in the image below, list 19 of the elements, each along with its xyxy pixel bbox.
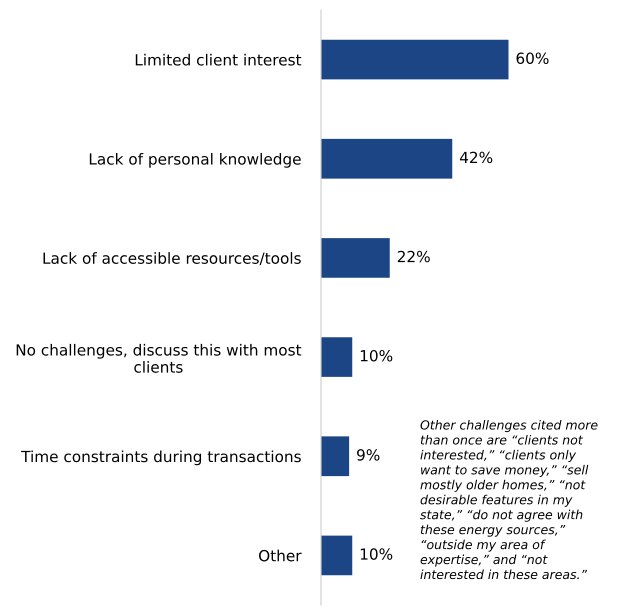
- bar: [321, 138, 452, 179]
- bar: [321, 40, 508, 80]
- bar: [321, 238, 390, 278]
- y-tick-label: Lack of accessible resources/tools: [44, 252, 301, 266]
- data-label: 22%: [398, 250, 430, 262]
- bar: [321, 337, 352, 377]
- y-tick-label: Other: [259, 550, 302, 562]
- y-tick-label: Limited client interest: [136, 54, 302, 66]
- bar: [321, 436, 350, 476]
- y-tick-label: Time constraints during transactions: [21, 450, 301, 466]
- y-tick-label: No challenges, discuss this with most clients: [16, 344, 302, 373]
- data-label: 10%: [360, 548, 392, 560]
- bar: [321, 536, 352, 576]
- data-label: 42%: [460, 152, 492, 164]
- text: Other challenges cited more than once are “clients not interested,” “clients only want to save money,” “sell mostly older homes,” “not desirable features in my state,” “do not agree with these energy sources,” “outside my area of expertise,” and “not interested in these areas.”: [420, 420, 598, 580]
- data-label: 9%: [357, 449, 380, 461]
- y-tick-label: Lack of personal knowledge: [90, 152, 301, 168]
- data-label: 10%: [360, 350, 392, 362]
- data-label: 60%: [516, 52, 549, 64]
